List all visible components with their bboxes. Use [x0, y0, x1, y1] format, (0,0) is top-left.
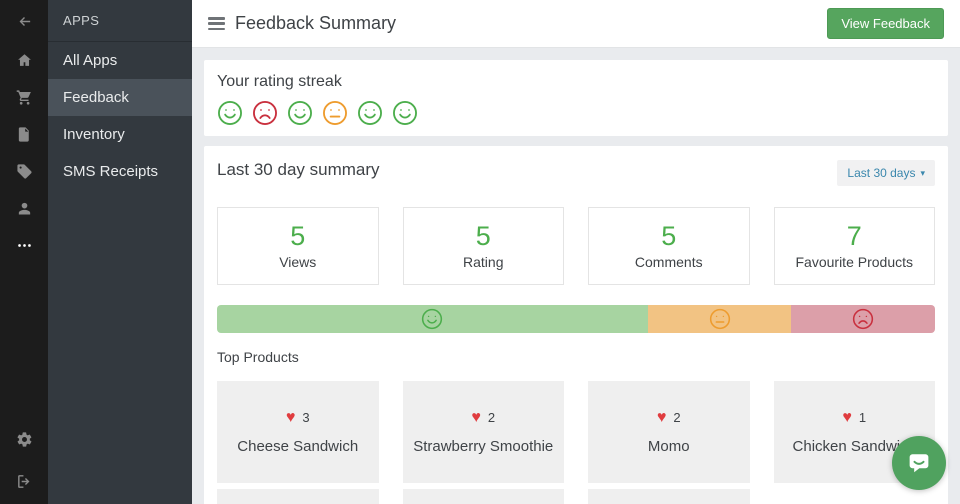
like-count: 2 [673, 410, 681, 425]
like-count: 2 [487, 410, 496, 425]
main-area: Feedback Summary View Feedback Your rati… [192, 0, 960, 504]
heart-icon: ♥ [285, 408, 296, 426]
sidebar-menu: APPS All Apps Feedback Inventory SMS Receip… [48, 0, 192, 504]
content-area: Your rating streak Last 30 day summary L… [192, 48, 960, 504]
user-icon[interactable] [0, 190, 48, 227]
stats-row: 5 Views 5 Rating 5 Comments 7 Favourite Product… [217, 207, 935, 285]
product-card[interactable] [588, 489, 750, 504]
product-card[interactable]: ♥ 1 Chicken Sandwich [773, 381, 935, 483]
sidebar-item-all-apps[interactable]: All Apps [63, 52, 118, 69]
stat-label: Favourite Products [795, 254, 914, 271]
like-count: 3 [302, 410, 310, 425]
sidebar-item-feedback[interactable]: Feedback [48, 79, 192, 116]
product-card[interactable]: ♥ 3 Cheese Sandwich [217, 381, 379, 483]
happy-face-icon [357, 100, 383, 126]
stat-box-comments: 5 Comments [588, 207, 750, 285]
sentiment-bar [217, 305, 935, 333]
summary-header: Last 30 day summary Last 30 days ▾ [217, 160, 935, 186]
product-name: Strawberry Smoothie [413, 437, 554, 455]
date-range-dropdown[interactable]: Last 30 days ▾ [837, 160, 935, 186]
home-icon[interactable] [0, 42, 48, 79]
stat-value: 5 [661, 220, 677, 251]
page-title: Feedback Summary [235, 13, 397, 33]
stat-label: Rating [463, 254, 504, 271]
stat-box-favourite-products: 7 Favourite Products [773, 207, 935, 285]
rating-streak-title: Your rating streak [217, 73, 342, 90]
hamburger-menu-icon[interactable] [208, 17, 225, 30]
neutral-face-icon [322, 100, 348, 126]
ellipsis-icon[interactable] [0, 227, 48, 264]
tag-icon[interactable] [0, 153, 48, 190]
product-likes: ♥ 1 [842, 408, 867, 426]
rating-streak-faces [217, 100, 935, 126]
product-name: Chicken Sandwich [792, 437, 916, 455]
chat-launcher-button[interactable] [892, 436, 946, 490]
sidebar-item-sms-receipts[interactable]: SMS Receipts [63, 163, 159, 180]
arrow-left-icon[interactable] [0, 0, 48, 42]
date-range-value: Last 30 days [847, 166, 916, 180]
stat-box-rating: 5 Rating [402, 207, 564, 285]
happy-face-icon [217, 100, 243, 126]
rating-streak-card: Your rating streak [204, 60, 948, 136]
sentiment-segment-neutral [647, 305, 792, 333]
product-card[interactable]: ♥ 2 Strawberry Smoothie [402, 381, 564, 483]
product-name: Momo [647, 437, 690, 455]
stat-label: Views [279, 254, 317, 271]
happy-face-icon [392, 100, 418, 126]
sidebar-item-inventory[interactable]: Inventory [63, 126, 125, 143]
product-card[interactable] [217, 489, 379, 504]
product-likes: ♥ 2 [656, 408, 681, 426]
product-card[interactable]: ♥ 2 Momo [588, 381, 750, 483]
top-bar: Feedback Summary View Feedback [192, 0, 960, 48]
sentiment-segment-sad [791, 305, 935, 333]
heart-icon: ♥ [656, 408, 667, 426]
cart-icon[interactable] [0, 79, 48, 116]
summary-title: Last 30 day summary [217, 160, 380, 179]
icon-rail [0, 0, 48, 504]
sad-face-icon [252, 100, 278, 126]
heart-icon: ♥ [842, 408, 852, 426]
sentiment-segment-happy [217, 305, 648, 333]
product-likes: ♥ 3 [285, 408, 310, 426]
gear-icon[interactable] [0, 418, 48, 460]
heart-icon: ♥ [471, 408, 481, 426]
summary-card: Last 30 day summary Last 30 days ▾ 5 View… [204, 146, 948, 504]
like-count: 1 [858, 410, 867, 425]
stat-value: 7 [846, 220, 862, 251]
top-products-label: Top Products [217, 349, 299, 365]
product-card[interactable] [402, 489, 564, 504]
more-products-grid [217, 489, 935, 504]
view-feedback-button[interactable]: View Feedback [827, 8, 944, 39]
sidebar-section-title: APPS [48, 0, 192, 42]
sign-out-icon[interactable] [0, 460, 48, 502]
stat-value: 5 [290, 220, 306, 251]
top-products-grid: ♥ 3 Cheese Sandwich ♥ 2 Strawberry Smoothie ♥ 2… [217, 381, 935, 483]
product-name: Cheese Sandwich [237, 437, 359, 455]
stat-label: Comments [634, 254, 703, 271]
sidebar-menu-items: All Apps Feedback Inventory SMS Receipts [48, 42, 192, 190]
document-icon[interactable] [0, 116, 48, 153]
stat-box-views: 5 Views [217, 207, 379, 285]
stat-value: 5 [475, 220, 491, 251]
happy-face-icon [287, 100, 313, 126]
caret-down-icon: ▾ [920, 167, 925, 178]
product-likes: ♥ 2 [471, 408, 496, 426]
chat-bubble-icon [909, 454, 929, 473]
